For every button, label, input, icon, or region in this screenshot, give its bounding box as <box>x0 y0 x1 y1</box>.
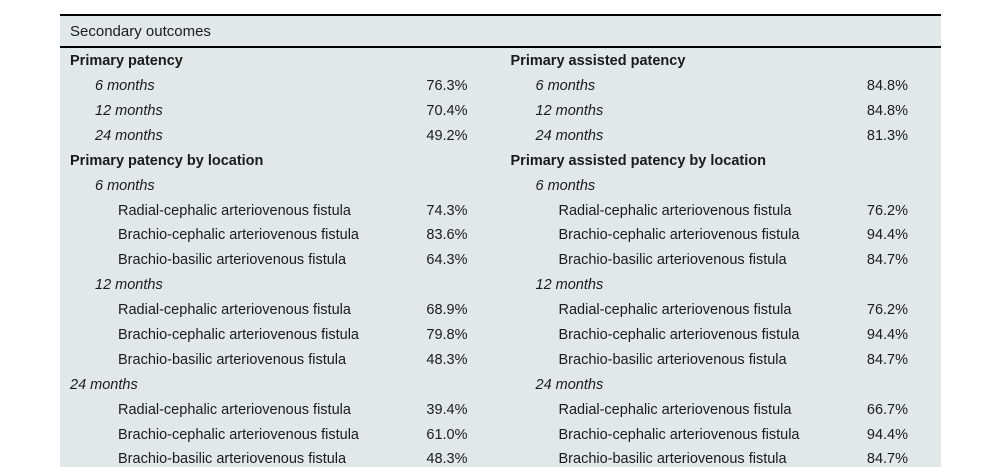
row-label: Brachio-cephalic arteriovenous fistula <box>558 227 800 244</box>
table-row: Primary assisted patency by location <box>501 149 942 174</box>
table-row: 12 months <box>501 273 942 298</box>
row-value: 64.3% <box>426 252 468 269</box>
table-row: Brachio-basilic arteriovenous fistula 48.… <box>60 348 501 373</box>
row-label: 24 months <box>535 376 604 393</box>
table-row: 12 months 84.8% <box>501 99 942 124</box>
row-label: Brachio-cephalic arteriovenous fistula <box>558 326 800 343</box>
table-row: Radial-cephalic arteriovenous fistula 76.… <box>501 198 942 223</box>
row-label: 12 months <box>95 277 163 294</box>
row-label: 12 months <box>95 102 163 119</box>
row-value: 79.8% <box>426 326 468 343</box>
row-label: Primary patency <box>70 53 183 70</box>
row-label: Radial-cephalic arteriovenous fistula <box>558 401 792 418</box>
table-row: Brachio-cephalic arteriovenous fistula 94… <box>501 323 942 348</box>
table-row: 6 months <box>60 173 501 198</box>
row-value: 48.3% <box>426 351 468 368</box>
row-value: 84.7% <box>866 252 908 269</box>
row-label: 12 months <box>535 102 604 119</box>
row-value: 84.7% <box>866 351 908 368</box>
table-row: 12 months 70.4% <box>60 99 501 124</box>
row-value: 84.8% <box>866 102 908 119</box>
row-value: 76.2% <box>866 202 908 219</box>
row-label: 12 months <box>535 277 604 294</box>
row-label: Primary assisted patency by location <box>510 152 766 169</box>
row-label: Brachio-basilic arteriovenous fistula <box>118 252 347 269</box>
row-label: Brachio-basilic arteriovenous fistula <box>558 351 787 368</box>
table-row: Primary assisted patency <box>501 49 942 74</box>
row-value: 39.4% <box>426 401 468 418</box>
table-row: Brachio-basilic arteriovenous fistula 84.… <box>501 348 942 373</box>
table-row: Brachio-cephalic arteriovenous fistula 61… <box>60 422 501 447</box>
table-row: 24 months 49.2% <box>60 124 501 149</box>
table-row: Brachio-cephalic arteriovenous fistula 79… <box>60 323 501 348</box>
row-label: Radial-cephalic arteriovenous fistula <box>558 202 792 219</box>
row-value: 61.0% <box>426 426 468 443</box>
row-label: Radial-cephalic arteriovenous fistula <box>118 302 351 319</box>
table-row: 6 months 76.3% <box>60 74 501 99</box>
column-right: Primary assisted patency 6 months 84.8% 12 … <box>501 49 942 467</box>
table-row: Radial-cephalic arteriovenous fistula 74.… <box>60 198 501 223</box>
table-title: Secondary outcomes <box>70 22 211 40</box>
table-row: Primary patency by location <box>60 149 501 174</box>
table-row: Brachio-cephalic arteriovenous fistula 94… <box>501 422 942 447</box>
row-value: 66.7% <box>866 401 908 418</box>
row-value: 94.4% <box>866 227 908 244</box>
row-value: 94.4% <box>866 326 908 343</box>
row-value: 70.4% <box>426 102 468 119</box>
row-label: 6 months <box>535 78 596 95</box>
table-row: Radial-cephalic arteriovenous fistula 39.… <box>60 397 501 422</box>
row-label: Radial-cephalic arteriovenous fistula <box>118 202 351 219</box>
table-row: 6 months 84.8% <box>501 74 942 99</box>
table-row: 24 months 81.3% <box>501 124 942 149</box>
row-label: 24 months <box>535 127 604 144</box>
row-value: 76.2% <box>866 302 908 319</box>
secondary-outcomes-table: Secondary outcomes Primary patency 6 mont… <box>60 14 941 467</box>
row-value: 81.3% <box>866 127 908 144</box>
table-row: Radial-cephalic arteriovenous fistula 68.… <box>60 298 501 323</box>
row-value: 49.2% <box>426 127 468 144</box>
row-label: 24 months <box>95 127 163 144</box>
table-row: Primary patency <box>60 49 501 74</box>
table-row: Radial-cephalic arteriovenous fistula 66.… <box>501 397 942 422</box>
row-label: Brachio-cephalic arteriovenous fistula <box>118 426 359 443</box>
row-label: Brachio-cephalic arteriovenous fistula <box>558 426 800 443</box>
row-label: Brachio-cephalic arteriovenous fistula <box>118 326 359 343</box>
row-label: Primary assisted patency <box>510 53 686 70</box>
row-label: Brachio-basilic arteriovenous fistula <box>118 351 347 368</box>
row-value: 76.3% <box>426 78 468 95</box>
row-label: Radial-cephalic arteriovenous fistula <box>558 302 792 319</box>
row-label: Primary patency by location <box>70 152 264 169</box>
table-row: Brachio-basilic arteriovenous fistula 84.… <box>501 447 942 467</box>
table-row: Brachio-basilic arteriovenous fistula 64.… <box>60 248 501 273</box>
table-title-row: Secondary outcomes <box>60 16 941 48</box>
table-body: Primary patency 6 months 76.3% 12 months 70.… <box>60 48 941 467</box>
row-label: Radial-cephalic arteriovenous fistula <box>118 401 351 418</box>
table-row: Brachio-basilic arteriovenous fistula 48.… <box>60 447 501 467</box>
row-label: Brachio-basilic arteriovenous fistula <box>118 451 347 467</box>
row-value: 84.8% <box>866 78 908 95</box>
table-row: Radial-cephalic arteriovenous fistula 76.… <box>501 298 942 323</box>
table-row: 12 months <box>60 273 501 298</box>
table-row: Brachio-basilic arteriovenous fistula 84.… <box>501 248 942 273</box>
row-label: 6 months <box>95 177 155 194</box>
table-row: 6 months <box>501 173 942 198</box>
row-value: 83.6% <box>426 227 468 244</box>
row-value: 94.4% <box>866 426 908 443</box>
table-row: Brachio-cephalic arteriovenous fistula 94… <box>501 223 942 248</box>
row-label: 6 months <box>535 177 596 194</box>
row-label: Brachio-cephalic arteriovenous fistula <box>118 227 359 244</box>
row-label: Brachio-basilic arteriovenous fistula <box>558 451 787 467</box>
row-value: 74.3% <box>426 202 468 219</box>
row-value: 48.3% <box>426 451 468 467</box>
row-label: Brachio-basilic arteriovenous fistula <box>558 252 787 269</box>
row-label: 24 months <box>70 376 138 393</box>
table-row: 24 months <box>60 373 501 398</box>
row-value: 84.7% <box>866 451 908 467</box>
row-value: 68.9% <box>426 302 468 319</box>
table-row: Brachio-cephalic arteriovenous fistula 83… <box>60 223 501 248</box>
column-left: Primary patency 6 months 76.3% 12 months 70.… <box>60 49 501 467</box>
table-row: 24 months <box>501 373 942 398</box>
row-label: 6 months <box>95 78 155 95</box>
